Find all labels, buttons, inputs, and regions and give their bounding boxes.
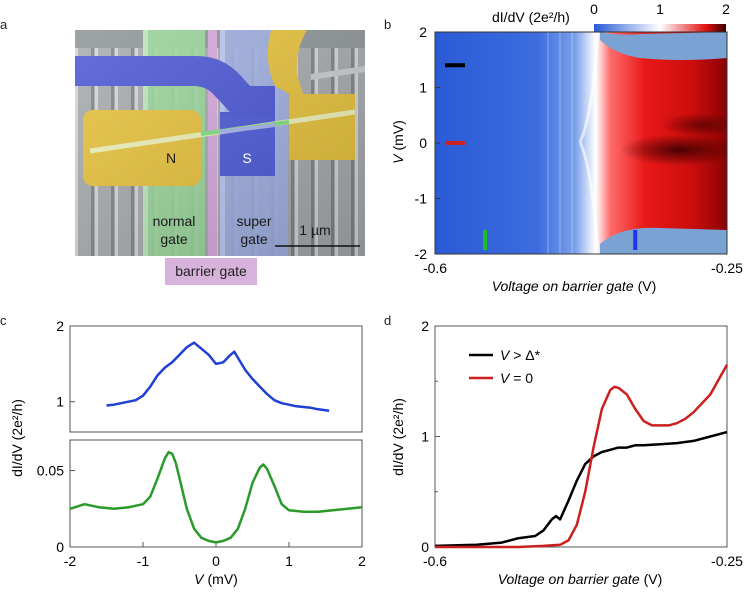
panel-d-ytick-label: 1: [421, 429, 429, 445]
c-top-frame: [69, 325, 363, 433]
label-n: N: [165, 150, 177, 166]
heatmap-dark-lobe-low: [620, 134, 727, 166]
barrier-gate-label: barrier gate: [165, 258, 257, 285]
panel-c-bottom-axes: 0.050-2 -1 0 1 2: [37, 439, 366, 569]
c-bottom-ytick-label: 0.05: [37, 463, 64, 479]
panel-d-series-v-: [434, 430, 728, 548]
label-super-gate-line2: gate: [240, 230, 268, 247]
colorbar-tick-0: 0: [590, 1, 598, 17]
label-s: S: [242, 150, 252, 166]
panel-b-ytick-label: -2: [415, 246, 428, 262]
c-bottom-xtick-label: -1: [137, 553, 150, 569]
legend-black-rest: > Δ*: [509, 347, 540, 363]
c-bottom-xtick-label: 2: [358, 553, 366, 569]
panel-letter-c: c: [0, 313, 7, 328]
panel-c-xlabel: V (mV): [194, 571, 238, 587]
c-bottom-xtick-label: 0: [212, 553, 220, 569]
device-micrograph-drawing: [75, 30, 365, 256]
legend-red-var: V: [500, 370, 511, 386]
legend-label-red: V = 0: [500, 370, 533, 386]
label-scale: 1 µm: [299, 222, 331, 238]
c-bottom-ytick-label: 0: [56, 539, 64, 555]
panel-letter-a: a: [0, 17, 8, 32]
panel-d-ytick-label: 2: [421, 318, 429, 334]
panel-b-xtick-label: -0.6: [423, 260, 447, 276]
panel-b-xlabel: Voltage on barrier gate (V): [492, 278, 657, 294]
panel-b-ytick-label: 2: [419, 24, 427, 40]
panel-b-ytick-label: -1: [415, 191, 428, 207]
heatmap-streaks: [547, 32, 573, 254]
label-normal-gate-line1: normal: [152, 213, 196, 229]
panel-d-ytick-label: 0: [421, 539, 429, 555]
c-top-ytick-label: 2: [56, 318, 64, 334]
panel-letter-b: b: [384, 17, 392, 32]
colorbar-label: dI/dV (2e²/h): [492, 9, 570, 25]
colorbar: [594, 24, 726, 32]
panel-c-ylabel: dI/dV (2e²/h): [9, 399, 25, 477]
c-bottom-frame: [69, 439, 363, 548]
panel-b: dI/dV (2e²/h) 0 1 2 2 1 0 -1 -2-0.6 -0.25 Vol…: [390, 1, 743, 294]
device-micrograph: N S normal gate super gate 1 µm: [75, 30, 365, 256]
panel-c-xlabel-unit: (mV): [208, 571, 238, 587]
heatmap-bottom-region: [600, 227, 727, 254]
c-bottom-xtick-label: 1: [285, 553, 293, 569]
legend-red-rest: = 0: [509, 370, 533, 386]
heatmap-dark-lobe-high: [660, 113, 727, 137]
legend-label-black: V > Δ*: [500, 347, 541, 363]
panel-b-ytick-label: 1: [419, 80, 427, 96]
panel-b-xlabel-unit: (V): [638, 278, 657, 294]
panel-d-series-v-0: [435, 364, 729, 549]
panel-b-axes: 2 1 0 -1 -2-0.6 -0.25: [415, 24, 744, 276]
heatmap-white-arc: [578, 32, 600, 254]
panel-c-xlabel-var: V: [194, 571, 205, 587]
panel-d-ylabel: dI/dV (2e²/h): [390, 398, 406, 476]
panel-d-xlabel-unit: (V): [644, 571, 663, 587]
c-top-ytick-label: 1: [56, 394, 64, 410]
panel-b-marks: [445, 63, 638, 250]
panel-d-frame: [434, 325, 728, 548]
panel-d-axes: 2 1 0-0.6 -0.25: [421, 318, 743, 569]
heatmap: [435, 32, 727, 254]
panel-b-ylabel-unit: (mV): [390, 120, 406, 150]
panel-b-ytick-label: 0: [419, 135, 427, 151]
colorbar-tick-1: 1: [656, 1, 664, 17]
c-bottom-series-green: [69, 450, 363, 544]
label-normal-gate-line2: gate: [160, 230, 188, 247]
image-shading: [75, 30, 365, 256]
panel-d-xtick-label: -0.6: [423, 553, 447, 569]
panel-b-xtick-label: -0.25: [711, 260, 743, 276]
label-normal-gate: normal gate: [143, 213, 205, 248]
panel-d-legend: V > Δ* V = 0: [469, 347, 541, 386]
panel-d-xtick-label: -0.25: [711, 553, 743, 569]
panel-b-xlabel-var: Voltage on barrier gate: [492, 278, 634, 294]
c-bottom-xtick-label: -2: [64, 553, 77, 569]
c-top-series-blue: [106, 341, 330, 413]
label-super-gate-line1: super: [236, 213, 272, 229]
panel-letter-d: d: [384, 313, 392, 328]
panel-c: 21 0.050-2 -1 0 1 2 dI/dV (2e²/h) V (mV): [9, 318, 366, 587]
panel-c-top-axes: 21: [56, 318, 363, 433]
colorbar-tick-2: 2: [722, 1, 730, 17]
panel-b-ylabel-var: V: [390, 153, 406, 164]
panel-d: 2 1 0-0.6 -0.25 dI/dV (2e²/h) Voltage on ba…: [390, 318, 743, 587]
legend-black-var: V: [500, 347, 511, 363]
panel-d-xlabel-var: Voltage on barrier gate: [498, 571, 640, 587]
label-super-gate: super gate: [220, 213, 288, 248]
panel-b-ylabel: V (mV): [390, 120, 406, 164]
heatmap-top-region: [600, 32, 727, 60]
panel-d-xlabel: Voltage on barrier gate (V): [498, 571, 663, 587]
